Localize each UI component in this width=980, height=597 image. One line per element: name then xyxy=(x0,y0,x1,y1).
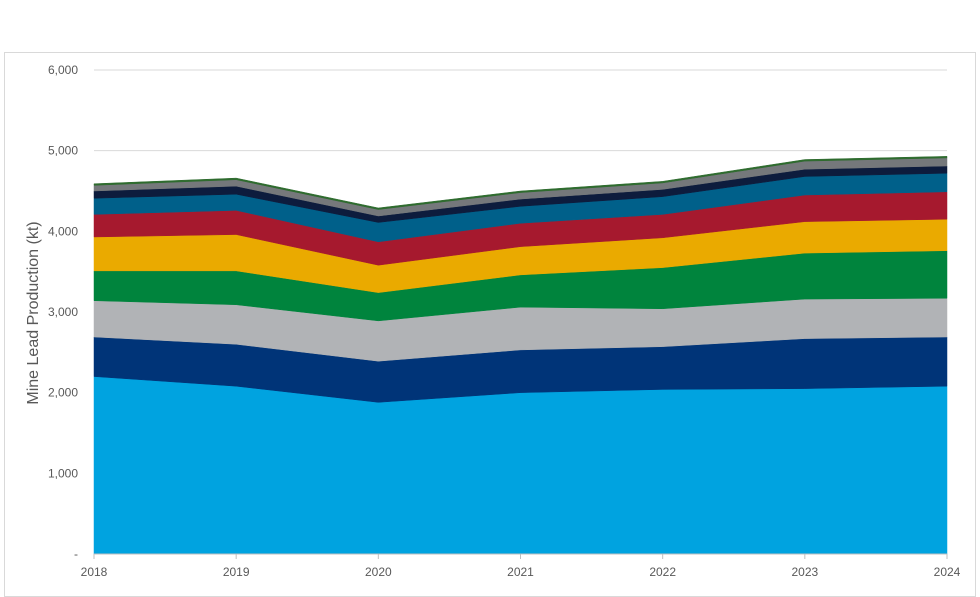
y-tick-label: 1,000 xyxy=(48,466,78,480)
y-tick-label: 5,000 xyxy=(48,144,78,158)
x-tick-label: 2018 xyxy=(81,565,108,579)
y-tick-label: 4,000 xyxy=(48,224,78,238)
area-series xyxy=(93,156,948,555)
x-tick-label: 2024 xyxy=(934,565,961,579)
y-tick-label: 6,000 xyxy=(48,63,78,77)
axes xyxy=(93,553,948,559)
x-tick-label: 2022 xyxy=(649,565,676,579)
x-tick-label: 2020 xyxy=(365,565,392,579)
x-tick-label: 2023 xyxy=(791,565,818,579)
y-axis-label: Mine Lead Production (kt) xyxy=(25,221,42,404)
x-tick-label: 2019 xyxy=(223,565,250,579)
area-series-1 xyxy=(93,376,948,555)
x-tick-label: 2021 xyxy=(507,565,534,579)
area-series-10 xyxy=(93,156,948,210)
y-tick-label: - xyxy=(74,547,78,561)
y-tick-label: 2,000 xyxy=(48,386,78,400)
x-tick-labels: 2018 2019 2020 2021 2022 2023 2024 xyxy=(81,565,961,579)
y-tick-label: 3,000 xyxy=(48,305,78,319)
y-tick-labels: - 1,000 2,000 3,000 4,000 5,000 6,000 xyxy=(48,63,78,561)
